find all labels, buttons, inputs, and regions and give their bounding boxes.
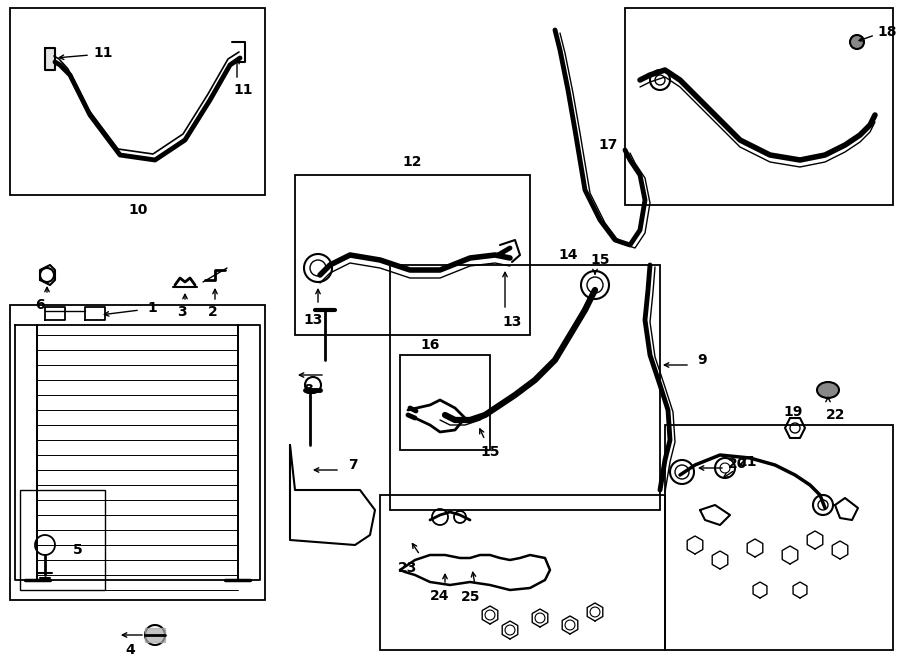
Text: 24: 24 (430, 589, 450, 603)
Text: 13: 13 (303, 313, 323, 327)
Text: 5: 5 (73, 543, 83, 557)
Circle shape (850, 35, 864, 49)
Text: 4: 4 (125, 643, 135, 657)
Text: 12: 12 (402, 155, 422, 169)
Bar (10, 8, 265, 195)
Bar (400, 355, 490, 450)
Text: 13: 13 (502, 315, 522, 329)
Text: 8: 8 (303, 383, 313, 397)
Text: 17: 17 (598, 138, 617, 152)
Bar (665, 425, 893, 650)
Text: 21: 21 (738, 455, 758, 469)
Bar (20, 490, 105, 590)
Polygon shape (45, 48, 55, 70)
Text: 15: 15 (590, 253, 610, 267)
Text: 15: 15 (481, 445, 500, 459)
Text: 23: 23 (399, 561, 418, 575)
Bar (380, 495, 665, 650)
Text: 3: 3 (177, 305, 187, 319)
Bar (10, 305, 265, 600)
Text: 1: 1 (147, 301, 157, 315)
Text: 6: 6 (35, 298, 45, 312)
Text: 22: 22 (826, 408, 846, 422)
Bar (390, 265, 660, 510)
Text: 18: 18 (878, 25, 896, 39)
Polygon shape (145, 628, 165, 642)
Text: 16: 16 (420, 338, 440, 352)
Text: 25: 25 (461, 590, 481, 604)
Bar (625, 8, 893, 205)
Text: 14: 14 (558, 248, 578, 262)
Ellipse shape (817, 382, 839, 398)
Text: 7: 7 (348, 458, 358, 472)
Text: 11: 11 (233, 83, 253, 97)
Text: 11: 11 (94, 46, 112, 60)
Text: 2: 2 (208, 305, 218, 319)
Bar (295, 175, 530, 335)
Text: 10: 10 (129, 203, 148, 217)
Text: 20: 20 (728, 457, 748, 471)
Text: 19: 19 (783, 405, 803, 419)
Text: 9: 9 (698, 353, 706, 367)
